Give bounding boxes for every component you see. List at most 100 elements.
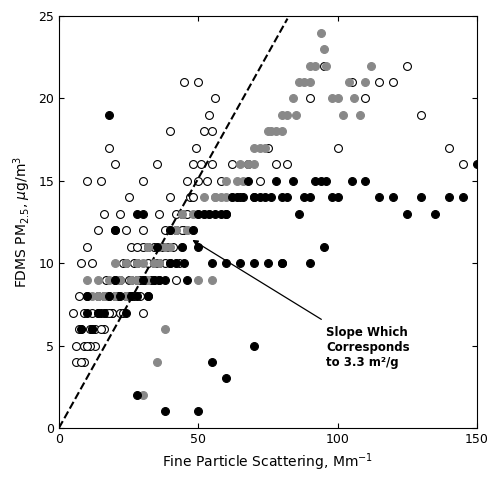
Point <box>147 276 155 284</box>
Point <box>317 177 325 185</box>
Point <box>138 259 146 267</box>
Point <box>183 276 191 284</box>
Point <box>105 111 113 119</box>
Point <box>216 210 224 218</box>
Point <box>164 243 172 251</box>
Point <box>228 194 236 201</box>
Point <box>130 259 138 267</box>
Point <box>138 177 146 185</box>
Point <box>100 292 108 300</box>
Point <box>334 94 342 102</box>
Point <box>150 276 158 284</box>
Point <box>116 292 124 300</box>
Point <box>138 391 146 399</box>
Point <box>390 78 398 86</box>
Point <box>161 243 169 251</box>
Point <box>133 259 141 267</box>
Point <box>350 94 358 102</box>
Point <box>264 127 272 135</box>
Point <box>289 94 297 102</box>
Point <box>128 292 136 300</box>
Point <box>239 177 247 185</box>
Point <box>334 194 342 201</box>
Point <box>133 243 141 251</box>
Point <box>128 276 136 284</box>
Point <box>312 61 320 69</box>
Point <box>228 161 236 168</box>
Point <box>105 292 113 300</box>
Point <box>211 94 219 102</box>
Point <box>180 259 188 267</box>
Point <box>473 161 481 168</box>
Point <box>208 161 216 168</box>
Point <box>122 309 130 317</box>
Point <box>178 243 186 251</box>
Point <box>339 111 347 119</box>
Point <box>186 194 194 201</box>
Point <box>122 227 130 234</box>
Point <box>144 243 152 251</box>
Point <box>312 177 320 185</box>
Point <box>236 194 244 201</box>
Point <box>292 111 300 119</box>
Point <box>156 243 164 251</box>
Point <box>250 194 258 201</box>
Point <box>244 161 252 168</box>
Point <box>122 259 130 267</box>
Point <box>284 161 292 168</box>
Point <box>88 292 96 300</box>
Point <box>278 127 286 135</box>
Point <box>116 276 124 284</box>
Point <box>102 309 110 317</box>
Point <box>97 325 105 333</box>
Point <box>188 210 196 218</box>
Point <box>348 78 356 86</box>
Point <box>88 309 96 317</box>
Point <box>74 292 82 300</box>
Point <box>256 177 264 185</box>
Point <box>211 194 219 201</box>
Point <box>152 259 160 267</box>
Point <box>284 111 292 119</box>
Point <box>459 161 467 168</box>
Point <box>105 309 113 317</box>
Point <box>97 309 105 317</box>
Point <box>183 227 191 234</box>
Y-axis label: FDMS PM$_{2.5}$, $\mu$g/m$^3$: FDMS PM$_{2.5}$, $\mu$g/m$^3$ <box>11 156 32 288</box>
Point <box>206 210 214 218</box>
Point <box>417 111 425 119</box>
Point <box>124 194 132 201</box>
Point <box>261 144 269 152</box>
Point <box>83 276 91 284</box>
Point <box>100 292 108 300</box>
Point <box>166 259 174 267</box>
Point <box>108 309 116 317</box>
Point <box>194 210 202 218</box>
Point <box>183 227 191 234</box>
Point <box>94 227 102 234</box>
Point <box>110 292 118 300</box>
Point <box>300 194 308 201</box>
Point <box>244 177 252 185</box>
Point <box>278 259 286 267</box>
Point <box>272 177 280 185</box>
Point <box>267 127 275 135</box>
Point <box>222 177 230 185</box>
Point <box>144 292 152 300</box>
Point <box>183 210 191 218</box>
Point <box>178 227 186 234</box>
Point <box>150 259 158 267</box>
Point <box>161 276 169 284</box>
Point <box>78 358 86 366</box>
Point <box>345 78 353 86</box>
Point <box>431 210 439 218</box>
Point <box>133 292 141 300</box>
Point <box>161 325 169 333</box>
Point <box>216 194 224 201</box>
Point <box>166 227 174 234</box>
Point <box>188 227 196 234</box>
Point <box>114 292 122 300</box>
Point <box>156 276 164 284</box>
Point <box>69 309 77 317</box>
Point <box>289 177 297 185</box>
